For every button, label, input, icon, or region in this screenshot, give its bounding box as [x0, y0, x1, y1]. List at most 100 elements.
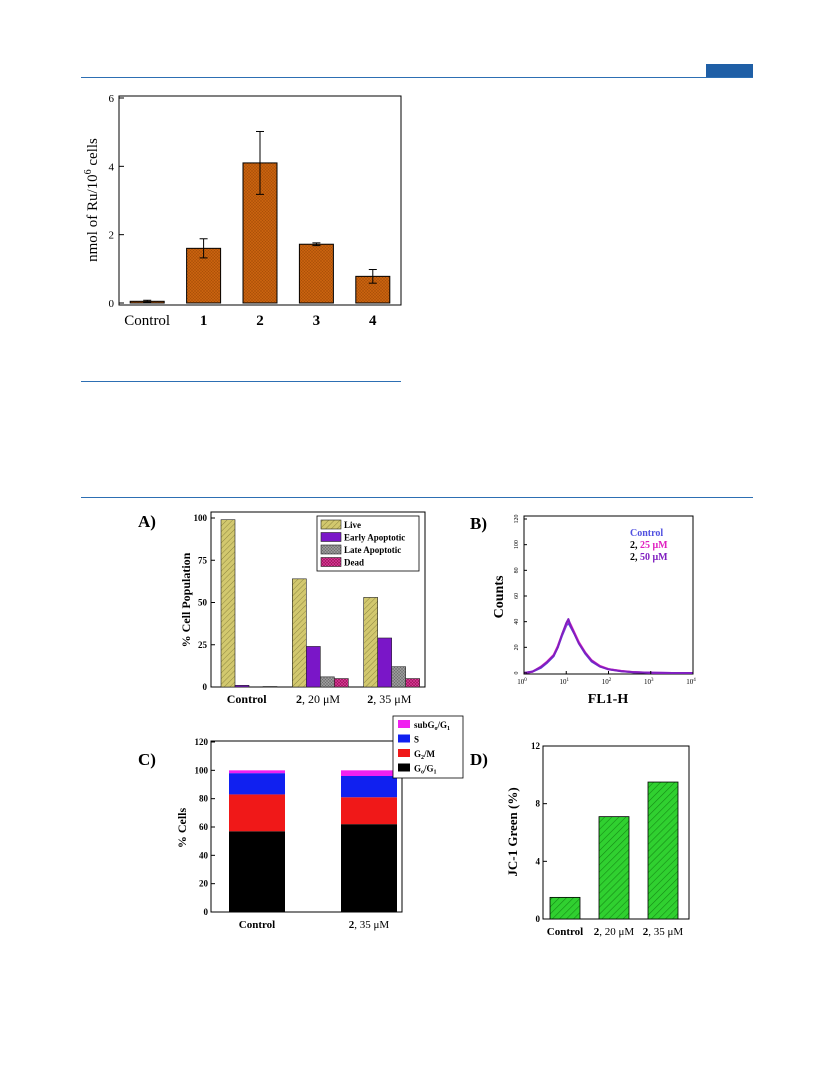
panel-a-legend-label: Dead [344, 558, 364, 568]
uptake-yticks: 0 2 4 6 [109, 93, 124, 310]
panel-d-xtick-label: 2, 35 μM [643, 926, 684, 938]
panel-c-frame [210, 740, 403, 913]
header-rule [81, 77, 753, 78]
panel-a-bar [292, 578, 307, 688]
panel-a-yticks: 0 25 50 75 100 [194, 513, 215, 692]
panel-b-xtick-label: 101 [560, 678, 570, 686]
panel-a-legend-label: Early Apoptotic [344, 533, 405, 543]
panel-b-ytick-label: 100 [514, 540, 520, 549]
uptake-xtick-label: 1 [200, 313, 208, 329]
panel-a-bar [220, 519, 236, 688]
panel-c-bar-segment [341, 824, 397, 912]
panel-a-legend-label: Late Apoptotic [344, 545, 401, 555]
panel-a-ylabel: % Cell Population [179, 552, 193, 647]
panel-c-bar-segment [229, 794, 285, 832]
panel-a-bar [405, 678, 420, 688]
panel-a-bar [306, 646, 321, 688]
panel-d-xticks: Control 2, 20 μM 2, 35 μM [547, 926, 684, 938]
uptake-ytick-label: 0 [109, 298, 115, 310]
panel-c-legend-swatch [398, 734, 410, 743]
panel-c-bars [229, 770, 397, 912]
panel-a-xtick-label: 2, 35 μM [367, 692, 411, 706]
panel-c-xtick-label: Control [239, 919, 275, 931]
panel-a-legend: Live Early Apoptotic Late Apoptotic Dead [316, 515, 420, 572]
panel-d-ylabel: JC-1 Green (%) [505, 787, 520, 876]
uptake-ylabel-tail: cells [85, 138, 101, 169]
panel-a-bar [377, 637, 392, 688]
panel-d-yticks: 0 4 8 12 [531, 741, 547, 924]
panel-b-xtick-label: 102 [602, 678, 612, 686]
panel-d-ytick-label: 4 [536, 856, 541, 866]
panel-c-bar-segment [341, 770, 397, 776]
panel-a-bar [334, 678, 349, 688]
uptake-bar [355, 275, 391, 304]
section-rule [81, 497, 753, 498]
panel-c-legend-label: Go/G1 [414, 764, 437, 776]
panel-c-ytick-label: 20 [199, 879, 209, 889]
panel-b-ytick-label: 20 [514, 644, 520, 650]
panel-c-xtick-label: 2, 35 μM [349, 919, 390, 931]
panel-b-xtick-label: 104 [686, 678, 696, 686]
panel-b-xticks: 100 101 102 103 104 [517, 671, 696, 686]
header-tab [706, 64, 753, 77]
uptake-ylabel: nmol of Ru/106 cells [83, 138, 101, 262]
panel-b-legend-label: 2, 25 μM [630, 540, 668, 551]
panel-b-ytick-label: 120 [514, 515, 520, 524]
panel-a-xtick-label: Control [227, 692, 267, 706]
panel-d-frame [542, 745, 690, 920]
panel-a-legend-swatch [320, 557, 342, 567]
panel-c-ytick-label: 0 [204, 907, 209, 917]
uptake-ylabel-main: nmol of Ru/10 [85, 174, 101, 262]
uptake-bar [298, 243, 334, 304]
panel-a-legend-label: Live [344, 520, 361, 530]
panel-b-legend-label: 2, 50 μM [630, 552, 668, 563]
panel-a-label: A) [138, 512, 156, 531]
uptake-xtick-label: Control [124, 313, 170, 329]
uptake-bar [242, 162, 278, 304]
panel-b-line [523, 619, 693, 674]
uptake-plot-frame [118, 95, 402, 306]
uptake-bar [186, 247, 222, 304]
panel-b-yticks: 0 20 40 60 80 100 120 [514, 515, 527, 675]
panel-b-legend-label: Control [630, 528, 663, 539]
panel-a-legend-swatch [320, 544, 342, 555]
figure1-bottom-rule [81, 381, 401, 382]
uptake-ytick-label: 6 [109, 93, 115, 105]
panel-b-ytick-label: 80 [514, 567, 520, 573]
panel-b-ytick-label: 0 [514, 672, 520, 675]
panel-c-bar-segment [229, 831, 285, 912]
panel-c-legend-swatch [398, 749, 410, 757]
panel-b-frame [523, 515, 694, 675]
panel-c-legend-label: subGo/G1 [414, 720, 450, 732]
panel-d-label: D) [470, 750, 488, 769]
panel-a-ytick-label: 25 [198, 640, 208, 650]
uptake-ytick-label: 2 [109, 230, 115, 242]
panel-c-xticks: Control 2, 35 μM [239, 919, 390, 931]
panel-d-bar [598, 816, 630, 920]
panel-c-yticks: 0 20 40 60 80 100 120 [195, 737, 215, 917]
panel-c-ylabel: % Cells [175, 808, 189, 849]
panel-a-xticks: Control 2, 20 μM 2, 35 μM [227, 692, 412, 706]
panel-a-legend-swatch [320, 532, 342, 542]
uptake-xtick-label: 3 [313, 313, 321, 329]
panel-a-bar [363, 597, 378, 688]
panel-d-ytick-label: 0 [536, 914, 541, 924]
panel-c-ytick-label: 100 [195, 765, 209, 775]
panel-a-bar [391, 666, 406, 688]
panel-c-bar-segment [229, 770, 285, 774]
panel-d-ytick-label: 8 [536, 799, 541, 809]
panel-b-ytick-label: 40 [514, 619, 520, 625]
panel-b-ylabel: Counts [492, 575, 507, 618]
panel-c-legend-label: S [414, 735, 419, 745]
panel-c-legend-swatch [398, 763, 410, 772]
panel-d-bar [549, 896, 581, 920]
uptake-bars [129, 130, 391, 304]
panel-c-legend-label: G2/M [414, 749, 436, 761]
panel-c-bar-segment [341, 797, 397, 825]
